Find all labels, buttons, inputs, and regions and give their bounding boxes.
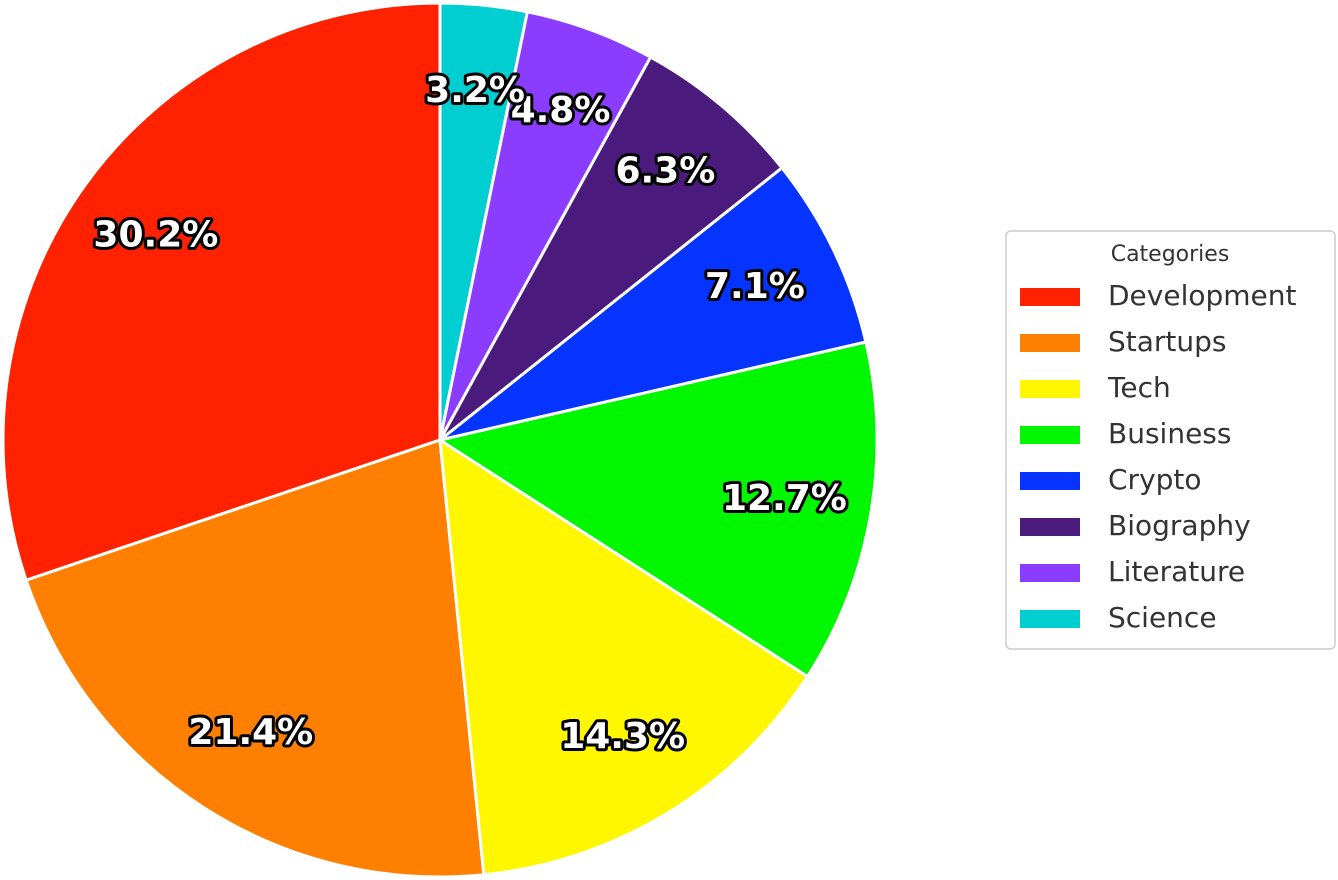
legend-swatch	[1020, 380, 1080, 398]
legend-swatch	[1020, 288, 1080, 306]
data-label: 6.3%	[615, 151, 715, 192]
legend-swatch	[1020, 426, 1080, 444]
legend-swatch	[1020, 564, 1080, 582]
data-label: 30.2%	[93, 214, 218, 255]
pie-slice	[1, 1, 442, 582]
legend-label: Science	[1108, 601, 1217, 634]
data-label: 3.2%	[425, 70, 525, 111]
data-label: 21.4%	[188, 712, 313, 753]
legend-label: Tech	[1107, 371, 1171, 404]
data-label: 12.7%	[722, 478, 847, 519]
legend-label: Development	[1108, 279, 1297, 312]
legend-swatch	[1020, 334, 1080, 352]
legend-label: Crypto	[1108, 463, 1202, 496]
data-label: 14.3%	[560, 716, 685, 757]
pie-slice	[438, 340, 879, 678]
legend-label: Business	[1108, 417, 1231, 450]
legend-label: Biography	[1108, 509, 1251, 542]
legend-box	[1005, 230, 1336, 650]
legend-label: Startups	[1108, 325, 1227, 358]
legend-label: Literature	[1108, 555, 1245, 588]
pie-slice	[438, 1, 529, 442]
pie-slice	[24, 438, 486, 879]
data-label: 4.8%	[511, 90, 611, 131]
pie-slice	[438, 55, 784, 442]
data-label: 7.1%	[705, 266, 805, 307]
legend-swatch	[1020, 610, 1080, 628]
pie-slice	[438, 166, 868, 442]
legend-swatch	[1020, 472, 1080, 490]
legend-title: Categories	[1111, 242, 1230, 267]
pie-slice	[438, 438, 809, 877]
legend-swatch	[1020, 518, 1080, 536]
